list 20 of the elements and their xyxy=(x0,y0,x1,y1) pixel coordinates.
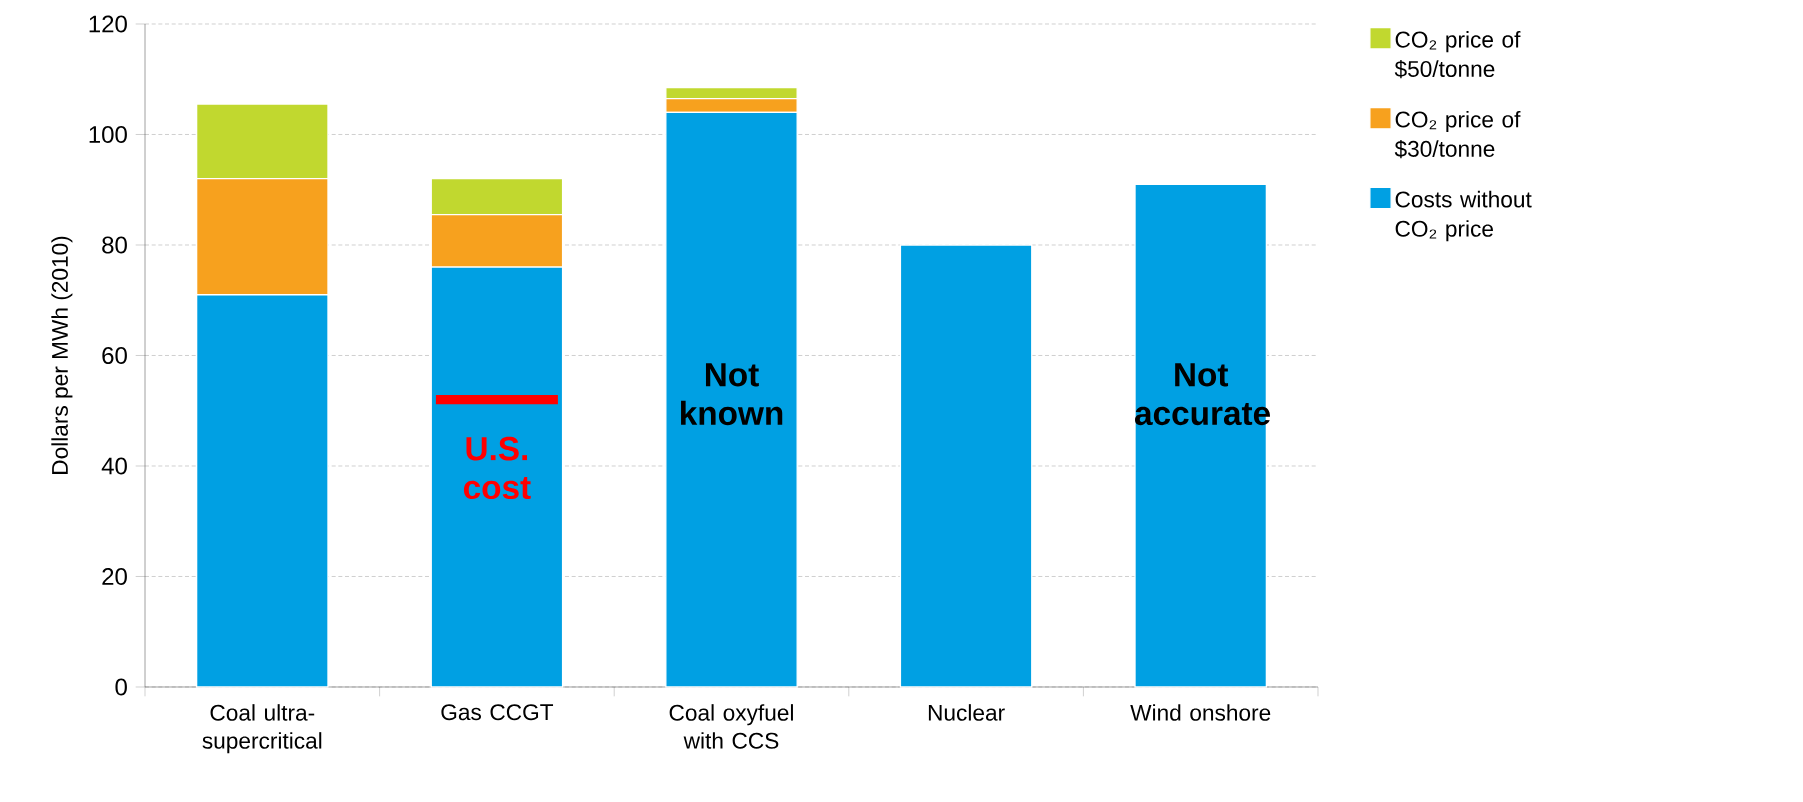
x-tick-label: Nuclear xyxy=(928,704,1005,721)
x-tick-label: Coal ultra-supercritical xyxy=(202,704,322,754)
bar xyxy=(899,244,1033,688)
annotation: Not known xyxy=(681,363,783,426)
legend-label: CO₂ price of $50/tonne xyxy=(1394,31,1521,79)
ref-line-label: U.S. cost xyxy=(463,436,531,500)
y-axis-title: Dollars per MWh (2010) xyxy=(51,236,73,474)
y-tick-label: 20 xyxy=(102,567,127,585)
x-tick-label: Coal oxyfuel with CCS xyxy=(669,704,793,749)
legend-label: Costs without CO₂ price xyxy=(1395,190,1532,242)
legend-label: CO₂ price of $30/tonne xyxy=(1394,110,1521,159)
y-tick-label: 0 xyxy=(115,678,127,696)
bar xyxy=(1134,183,1268,688)
x-tick-label: Gas CCGT xyxy=(441,704,554,721)
y-tick-label: 80 xyxy=(102,236,127,254)
x-tick-label: Wind onshore xyxy=(1130,704,1271,721)
y-tick-label: 100 xyxy=(89,125,127,143)
y-tick-label: 60 xyxy=(102,346,127,364)
y-tick-label: 120 xyxy=(89,15,127,33)
y-tick-label: 40 xyxy=(101,457,127,475)
